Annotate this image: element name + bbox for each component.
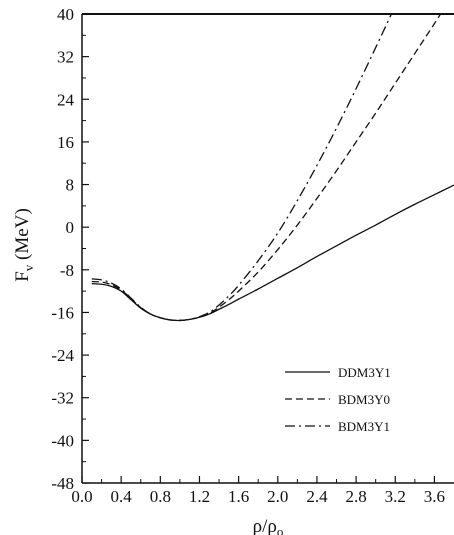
y-tick-label: 16 bbox=[57, 133, 74, 152]
x-axis-label-sub: o bbox=[277, 524, 284, 535]
legend-label: BDM3Y1 bbox=[338, 419, 390, 434]
x-tick-label: 3.2 bbox=[385, 487, 406, 506]
series-line-bdm3y0 bbox=[91, 14, 442, 322]
x-tick-label: 2.4 bbox=[306, 487, 328, 506]
y-tick-label: -32 bbox=[51, 389, 74, 408]
series-layer bbox=[91, 14, 454, 322]
x-tick-label: 2.8 bbox=[345, 487, 366, 506]
y-tick-label: 32 bbox=[57, 48, 74, 67]
legend: DDM3Y1 BDM3Y0 BDM3Y1 bbox=[285, 365, 391, 434]
x-tick-label: 0.4 bbox=[111, 487, 133, 506]
x-axis-label: ρ/ρo bbox=[253, 516, 284, 535]
y-tick-label: -8 bbox=[60, 261, 74, 280]
x-tick-label: 1.6 bbox=[228, 487, 249, 506]
x-tick-label: 2.0 bbox=[267, 487, 288, 506]
legend-label: BDM3Y0 bbox=[338, 392, 390, 407]
x-tick-label: 0.8 bbox=[150, 487, 171, 506]
y-tick-label: -24 bbox=[51, 346, 74, 365]
y-axis-label: Fv (MeV) bbox=[12, 208, 36, 282]
series-line-bdm3y1 bbox=[91, 14, 393, 322]
y-tick-label: 0 bbox=[66, 218, 75, 237]
series-line-ddm3y1 bbox=[91, 184, 454, 322]
y-tick-label: 8 bbox=[66, 176, 75, 195]
y-axis-label-sub: v bbox=[21, 264, 36, 271]
x-tick-label: 1.2 bbox=[189, 487, 210, 506]
x-tick-label: 3.6 bbox=[424, 487, 445, 506]
y-tick-label: -48 bbox=[51, 474, 74, 493]
y-axis-label-unit: (MeV) bbox=[12, 208, 33, 264]
legend-label: DDM3Y1 bbox=[338, 365, 391, 380]
y-tick-label: -40 bbox=[51, 431, 74, 450]
y-tick-label: 40 bbox=[57, 5, 74, 24]
y-tick-label: -16 bbox=[51, 303, 74, 322]
x-tick-label: 0.0 bbox=[71, 487, 92, 506]
axes-layer: 40 32 24 16 8 0 -8 -16 -24 -32 -40 -480.0 0.4 0.8 1.2 1… bbox=[51, 5, 454, 506]
y-tick-label: 24 bbox=[57, 90, 75, 109]
